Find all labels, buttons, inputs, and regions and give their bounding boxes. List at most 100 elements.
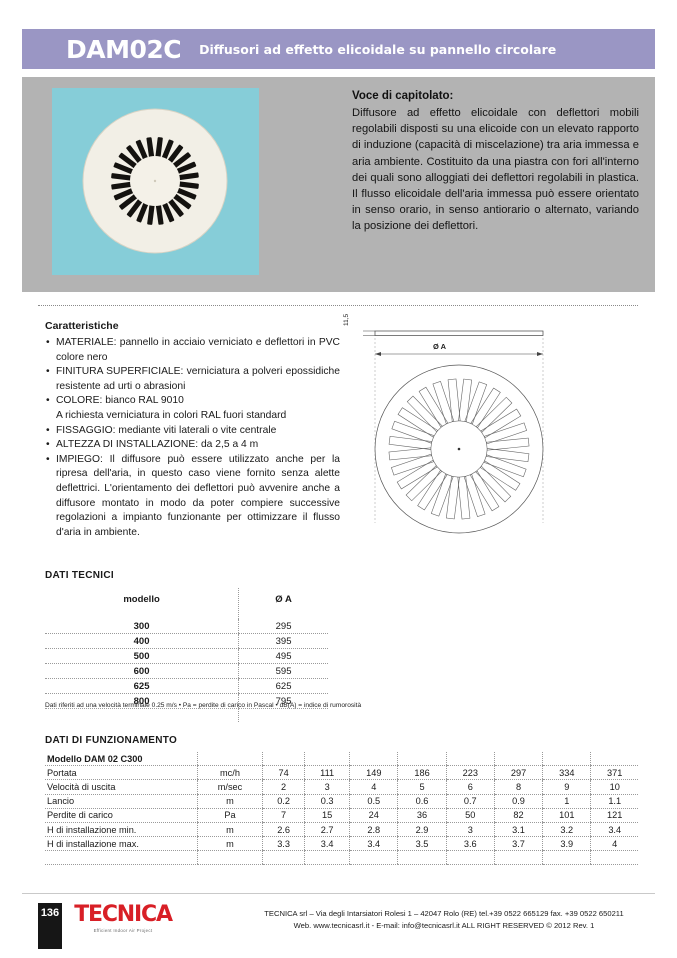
feature-text: FISSAGGIO: mediante viti laterali o vite… xyxy=(56,424,277,436)
cell-value-header xyxy=(349,752,398,767)
feature-text: COLORE: bianco RAL 9010 xyxy=(56,395,184,407)
list-item: MATERIALE: pannello in acciaio verniciat… xyxy=(45,336,340,365)
list-item: FISSAGGIO: mediante viti laterali o vite… xyxy=(45,424,340,439)
cell-unit: m xyxy=(197,822,263,838)
cell-value-header xyxy=(590,752,638,767)
table-row: 300 295 xyxy=(45,619,328,634)
table-row: 600 595 xyxy=(45,663,328,679)
cell-value: 7 xyxy=(261,808,305,823)
cell-value: 82 xyxy=(493,808,543,823)
cell-diameter: 625 xyxy=(238,678,328,694)
cell-value: 3.4 xyxy=(349,836,398,852)
product-subtitle: Diffusori ad effetto elicoidale su panne… xyxy=(199,41,557,57)
dotted-separator xyxy=(38,305,638,306)
cell-value: 2.9 xyxy=(397,822,447,838)
cell-modello: 625 xyxy=(45,678,239,694)
cell-value: 3 xyxy=(304,779,350,795)
product-photo-swirl-diffuser xyxy=(52,88,259,275)
table-row: 400 395 xyxy=(45,633,328,649)
cell-row-label: Perdite di carico xyxy=(45,808,198,823)
cell-value: 3.5 xyxy=(397,836,447,852)
cell-diameter: 295 xyxy=(238,619,328,634)
table-row: H di installazione min. m 2.6 2.7 2.8 2.9 3 3.1… xyxy=(45,822,638,838)
feature-subnote: A richiesta verniciatura in colori RAL f… xyxy=(56,409,287,421)
cell-value: 101 xyxy=(542,808,591,823)
cell-value: 3.6 xyxy=(445,836,495,852)
cell-value: 0.3 xyxy=(304,794,350,809)
table-header-row: Modello DAM 02 C300 xyxy=(45,752,638,767)
cell-value-header xyxy=(304,752,350,767)
cell-diameter: 395 xyxy=(238,633,328,649)
cell-value: 0.7 xyxy=(445,794,495,809)
table-body: 300 295 400 395 500 495 600 595 625 625 800 795 xyxy=(45,619,328,722)
cell-value: 3.2 xyxy=(542,822,591,838)
specification-text-block: Voce di capitolato: Diffusore ad effetto… xyxy=(352,90,639,235)
footer-web-line: Web. www.tecnicasrl.it - E-mail: info@te… xyxy=(293,920,595,930)
cell-value: 10 xyxy=(590,779,638,795)
cell-value: 0.2 xyxy=(261,794,305,809)
table-row: 800 795 xyxy=(45,693,328,709)
cell-value: 0.9 xyxy=(493,794,543,809)
cell-diameter: 595 xyxy=(238,663,328,679)
cell-modello: 400 xyxy=(45,633,239,649)
cell-value: 0.5 xyxy=(349,794,398,809)
cell-value: 74 xyxy=(261,765,305,781)
cell-row-label: Portata xyxy=(45,765,198,781)
product-code: DAM02C xyxy=(66,34,182,64)
cell-value-header xyxy=(493,752,543,767)
cell-value: 3.1 xyxy=(493,822,543,838)
cell-row-label: Velocità di uscita xyxy=(45,779,198,795)
table-row: Portata mc/h 74 111 149 186 223 297 334 371 xyxy=(45,765,638,781)
cell-value: 111 xyxy=(304,765,350,781)
table-spacer-row xyxy=(45,850,638,865)
cell-value: 2.7 xyxy=(304,822,350,838)
column-header-diameter: Ø A xyxy=(238,588,328,619)
dati-funzionamento-table: Modello DAM 02 C300 Portata mc/h 74 111 149 18… xyxy=(45,752,638,865)
cell-value-header xyxy=(397,752,447,767)
cell-unit: mc/h xyxy=(197,765,263,781)
features-title: Caratteristiche xyxy=(45,320,119,332)
footer-divider xyxy=(22,893,655,894)
cell-unit: m/sec xyxy=(197,779,263,795)
cell-value-header xyxy=(542,752,591,767)
cell-value: 4 xyxy=(349,779,398,795)
cell-model-label: Modello DAM 02 C300 xyxy=(45,752,198,767)
dati-tecnici-table-wrap: modello Ø A 300 295 400 395 500 495 600 595 625 6… xyxy=(45,588,328,722)
cell-value-header xyxy=(445,752,495,767)
feature-text: MATERIALE: pannello in acciaio verniciat… xyxy=(56,337,340,363)
cell-value: 371 xyxy=(590,765,638,781)
cell-unit: m xyxy=(197,794,263,809)
cell-value: 2.8 xyxy=(349,822,398,838)
cell-value: 149 xyxy=(349,765,398,781)
table-row: Lancio m 0.2 0.3 0.5 0.6 0.7 0.9 1 1.1 xyxy=(45,794,638,809)
cell-value: 121 xyxy=(590,808,638,823)
cell-value: 50 xyxy=(445,808,495,823)
column-header-modello: modello xyxy=(123,594,160,605)
cell-modello: 800 xyxy=(45,693,239,709)
cell-value: 223 xyxy=(445,765,495,781)
cell-value: 3.4 xyxy=(304,836,350,852)
cell-unit: Pa xyxy=(197,808,263,823)
spec-body: Diffusore ad effetto elicoidale con defl… xyxy=(352,107,639,233)
cell-modello: 500 xyxy=(45,648,239,664)
dimension-thickness-label: 11,5 xyxy=(343,313,350,326)
footer-contact-info: TECNICA srl – Via degli Intarsiatori Rol… xyxy=(230,908,658,931)
dati-tecnici-table: modello Ø A 300 295 400 395 500 495 600 595 625 6… xyxy=(45,588,328,722)
cell-value: 334 xyxy=(542,765,591,781)
cell-value: 3.9 xyxy=(542,836,591,852)
feature-text: ALTEZZA DI INSTALLAZIONE: da 2,5 a 4 m xyxy=(56,439,259,451)
cell-value: 3.3 xyxy=(261,836,305,852)
cell-row-label: Lancio xyxy=(45,794,198,809)
cell-value: 1 xyxy=(542,794,591,809)
cell-value: 36 xyxy=(397,808,447,823)
company-logo: TECNICA Efficient Indoor Air Project xyxy=(68,903,178,934)
cell-value: 186 xyxy=(397,765,447,781)
cell-value: 3.7 xyxy=(493,836,543,852)
table-body: Modello DAM 02 C300 Portata mc/h 74 111 149 18… xyxy=(45,752,638,865)
cell-row-label: H di installazione min. xyxy=(45,822,198,838)
cell-unit: m xyxy=(197,836,263,852)
cell-value: 6 xyxy=(445,779,495,795)
features-list: MATERIALE: pannello in acciaio verniciat… xyxy=(45,336,340,540)
cell-value: 24 xyxy=(349,808,398,823)
cell-value: 2.6 xyxy=(261,822,305,838)
